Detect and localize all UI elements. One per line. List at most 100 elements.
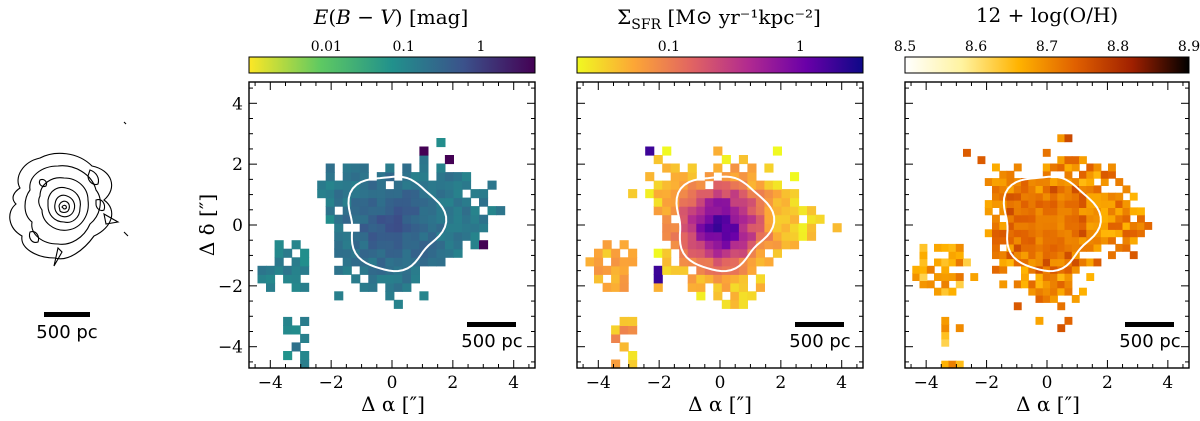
- heatmap-cell: [462, 231, 472, 241]
- heatmap-cell: [1035, 287, 1044, 296]
- heatmap-cell: [755, 223, 765, 233]
- heatmap-cell: [755, 282, 765, 292]
- heatmap-cell: [747, 265, 757, 275]
- heatmap-cell: [368, 214, 378, 224]
- heatmap-cell: [992, 178, 1000, 186]
- heatmap-cell: [453, 206, 463, 216]
- heatmap-cell: [334, 189, 344, 199]
- heatmap-cell: [444, 180, 454, 190]
- colorbar: [576, 56, 864, 74]
- heatmap-cell: [1042, 265, 1051, 274]
- heatmap-cell: [1021, 265, 1029, 274]
- heatmap-cell: [1035, 258, 1044, 267]
- heatmap-cell: [1013, 243, 1022, 252]
- heatmap-cell: [1006, 222, 1015, 230]
- heatmap-cell: [764, 240, 774, 250]
- heatmap-cell: [359, 163, 369, 173]
- heatmap-cell: [334, 291, 344, 301]
- heatmap-cell: [300, 351, 310, 361]
- heatmap-cell: [790, 206, 800, 216]
- heatmap-cell: [1035, 236, 1044, 245]
- heatmap-cell: [385, 214, 395, 224]
- heatmap-cell: [410, 189, 420, 199]
- scalebar-label: 500 pc: [1119, 331, 1180, 352]
- heatmap-cell: [444, 206, 454, 216]
- heatmap-cell: [747, 214, 757, 224]
- heatmap-cell: [713, 231, 723, 241]
- heatmap-cell: [662, 206, 672, 216]
- heatmap-cell: [747, 291, 757, 301]
- heatmap-cell: [992, 229, 1000, 238]
- heatmap-cell: [772, 206, 782, 216]
- heatmap-cell: [334, 248, 344, 258]
- heatmap-cell: [368, 180, 378, 190]
- heatmap-cell: [419, 180, 429, 190]
- heatmap-cell: [1050, 222, 1058, 230]
- heatmap-cell: [747, 197, 757, 207]
- heatmap-cell: [999, 178, 1008, 186]
- heatmap-cell: [670, 231, 680, 241]
- axis-ticks: −4 −2 0 2 4: [577, 82, 863, 393]
- heatmap-cell: [368, 248, 378, 258]
- heatmap-cell: [402, 282, 412, 292]
- heatmap-cell: [291, 240, 301, 250]
- heatmap-cell: [730, 163, 740, 173]
- heatmap-cell: [738, 206, 748, 216]
- heatmap-cell: [1057, 192, 1066, 201]
- heatmap-cell: [772, 214, 782, 224]
- heatmap-cell: [453, 248, 463, 258]
- heatmap-cell: [738, 197, 748, 207]
- heatmap-cell: [948, 287, 957, 296]
- heatmap-cell: [1064, 207, 1073, 216]
- heatmap-cell: [368, 223, 378, 233]
- heatmap-cell: [453, 240, 463, 250]
- heatmap-cell: [410, 265, 420, 275]
- heatmap-cell: [1028, 214, 1037, 223]
- heatmap-cell: [1079, 243, 1087, 252]
- heatmap-cell: [1079, 200, 1087, 208]
- x-axis-label: Δ α [″]: [688, 392, 752, 416]
- heatmap-cell: [764, 189, 774, 199]
- heatmap-cell: [1079, 214, 1087, 223]
- heatmap-cell: [747, 231, 757, 241]
- heatmap-cell: [992, 163, 1000, 172]
- heatmap-cell: [1122, 222, 1131, 230]
- heatmap-cell: [662, 248, 672, 258]
- heatmap-cell: [687, 214, 697, 224]
- heatmap-cell: [470, 240, 480, 250]
- heatmap-cell: [410, 180, 420, 190]
- heatmap-cell: [1093, 236, 1102, 245]
- heatmap-cell: [662, 180, 672, 190]
- heatmap-cell: [772, 197, 782, 207]
- heatmap-cell: [594, 265, 604, 275]
- heatmap-cell: [291, 265, 301, 275]
- colorbar-label: E(B − V) [mag]: [313, 5, 469, 29]
- heatmap-cell: [941, 243, 950, 252]
- heatmap-cell: [1093, 200, 1102, 208]
- heatmap-cell: [436, 172, 446, 182]
- heatmap-cell: [1006, 178, 1015, 186]
- heatmap-cell: [1013, 214, 1022, 223]
- heatmap-cell: [955, 360, 964, 369]
- heatmap-cell: [385, 291, 395, 301]
- heatmap-cell: [1122, 207, 1131, 216]
- heatmap-cell: [730, 274, 740, 284]
- heatmap-cell: [696, 274, 706, 284]
- heatmap-cell: [1042, 222, 1051, 230]
- heatmap-cell: [1050, 295, 1058, 303]
- heatmap-cell: [385, 197, 395, 207]
- heatmap-cell: [1013, 302, 1022, 311]
- heatmap-cell: [790, 240, 800, 250]
- heatmap-cell: [1021, 222, 1029, 230]
- heatmap-cell: [628, 257, 638, 267]
- heatmap-cell: [670, 197, 680, 207]
- heatmap-cell: [696, 214, 706, 224]
- heatmap-cell: [1021, 207, 1029, 216]
- heatmap-cell: [628, 248, 638, 258]
- heatmap-cell: [436, 180, 446, 190]
- heatmap-cell: [755, 240, 765, 250]
- heatmap-cell: [453, 180, 463, 190]
- heatmap-cell: [1028, 243, 1037, 252]
- heatmap-cell: [1042, 192, 1051, 201]
- heatmap-cell: [1100, 222, 1109, 230]
